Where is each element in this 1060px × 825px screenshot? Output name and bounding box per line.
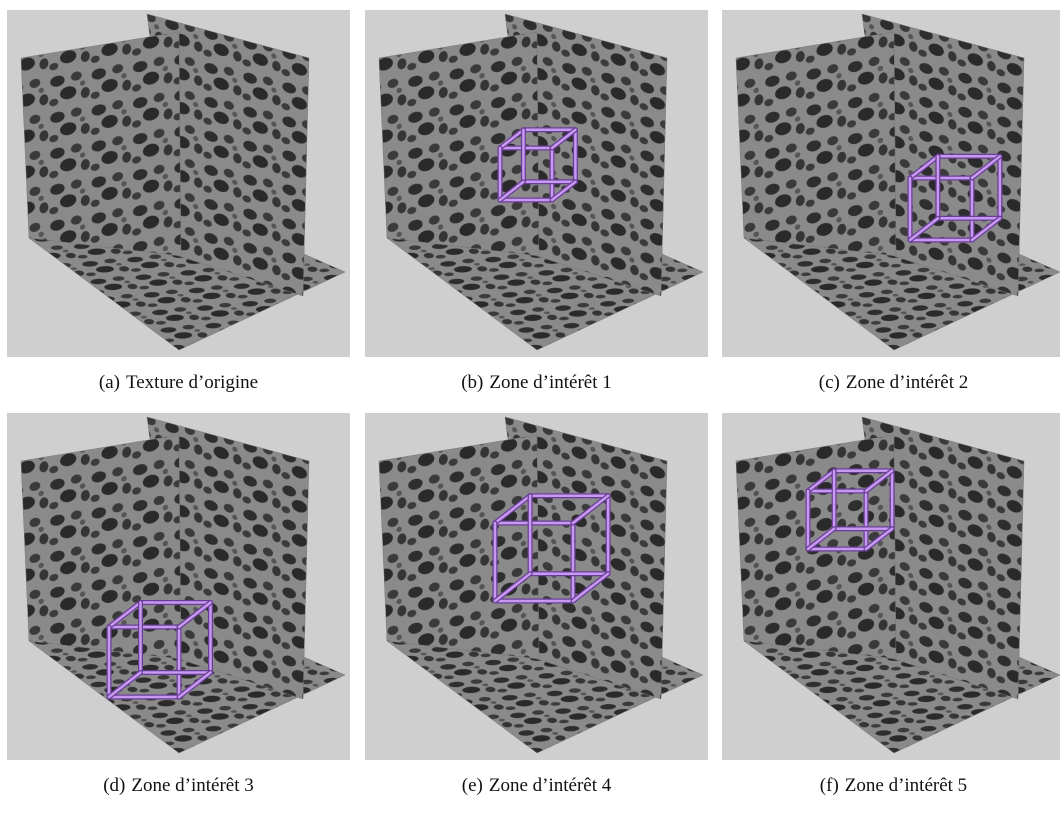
panel-caption-text: Zone d’intérêt 3 (131, 775, 253, 796)
figure-panel (365, 10, 708, 357)
figure-panel (7, 10, 350, 357)
panel-label: (b) (461, 372, 483, 393)
panel-caption-text: Zone d’intérêt 5 (845, 775, 967, 796)
figure-panel (722, 413, 1060, 760)
panel-label: (c) (819, 372, 840, 393)
panel-caption: (b) Zone d’intérêt 1 (461, 372, 612, 393)
panel-caption: (e) Zone d’intérêt 4 (462, 775, 612, 796)
panel-caption: (a) Texture d’origine (99, 372, 258, 393)
left-plane (21, 32, 181, 256)
panel-caption-text: Zone d’intérêt 4 (489, 775, 612, 796)
panel-label: (e) (462, 775, 483, 796)
figure-panel (722, 10, 1060, 357)
left-plane (379, 435, 539, 659)
figure: (a)Texture d’origine(b)Zone d’intérêt 1(… (0, 0, 1060, 820)
panel-label: (f) (820, 775, 839, 796)
panel-caption-text: Zone d’intérêt 1 (489, 372, 611, 393)
panel-caption: (d) Zone d’intérêt 3 (103, 775, 254, 796)
panel-caption: (c) Zone d’intérêt 2 (819, 372, 969, 393)
panel-label: (a) (99, 372, 120, 393)
figure-panel (365, 413, 708, 760)
left-plane (736, 32, 896, 256)
panel-caption-text: Zone d’intérêt 2 (846, 372, 968, 393)
panel-caption: (f) Zone d’intérêt 5 (820, 775, 967, 796)
panel-label: (d) (103, 775, 125, 796)
figure-panel (7, 413, 350, 760)
panel-caption-text: Texture d’origine (126, 372, 258, 393)
left-plane (379, 32, 539, 256)
